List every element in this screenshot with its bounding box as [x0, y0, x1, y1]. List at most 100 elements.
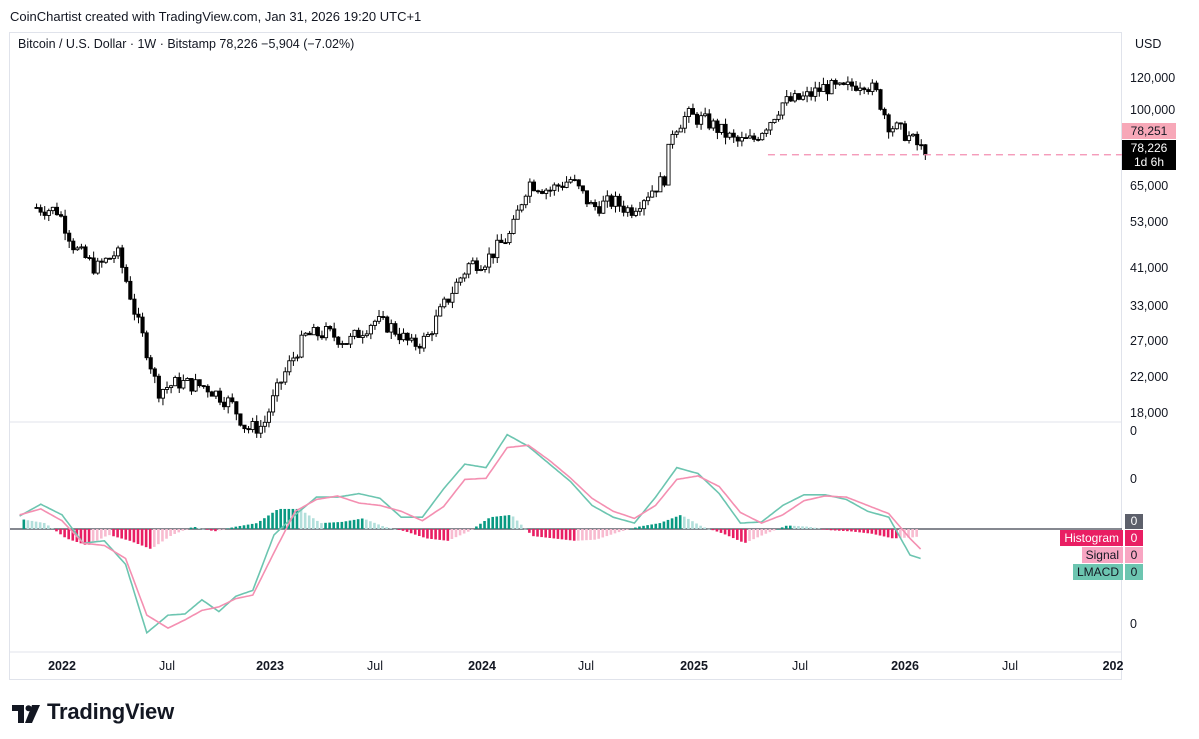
candle-body: [564, 181, 569, 188]
candle-body: [213, 390, 218, 397]
histogram-bar: [768, 529, 772, 533]
histogram-bar: [426, 529, 429, 539]
candle-body: [307, 332, 312, 336]
current-price-badge: 78,226 1d 6h: [1122, 140, 1176, 170]
histogram-bar: [295, 508, 299, 529]
histogram-bar: [157, 529, 160, 545]
histogram-bar: [299, 510, 303, 529]
histogram-bar: [413, 529, 417, 535]
candle-body: [124, 266, 129, 282]
candle-body: [890, 128, 895, 133]
time-axis-tick: 2025: [680, 659, 708, 673]
histogram-bar: [670, 518, 674, 529]
histogram-bar: [658, 523, 662, 529]
candle-body: [670, 133, 675, 145]
candle-body: [768, 122, 773, 131]
histogram-bar: [193, 527, 197, 529]
candle-body: [911, 133, 916, 137]
histogram-bar: [442, 529, 446, 541]
candle-body: [923, 144, 928, 156]
histogram-bar: [764, 529, 768, 534]
histogram-bar: [560, 529, 564, 540]
histogram-bar: [291, 508, 295, 529]
histogram-bar: [731, 529, 735, 539]
histogram-bar: [642, 525, 645, 529]
histogram-bar: [95, 529, 99, 541]
candle-body: [319, 335, 324, 339]
candle-body: [544, 189, 549, 194]
candle-body: [107, 257, 112, 260]
candle-body: [34, 206, 39, 209]
histogram-bar: [38, 522, 42, 529]
candle-body: [91, 257, 96, 274]
histogram-bar: [287, 508, 291, 529]
histogram-bar: [324, 522, 327, 529]
histogram-bar: [911, 529, 914, 538]
candle-body: [821, 84, 826, 92]
candle-body: [519, 204, 524, 211]
candle-body: [393, 323, 398, 335]
time-axis-tick: Jul: [578, 659, 594, 673]
candle-body: [140, 316, 145, 334]
legend-value: 0: [1125, 530, 1143, 546]
histogram-bar: [218, 529, 221, 531]
candle-body: [902, 123, 907, 141]
macd-zero-badge: 0: [1125, 514, 1143, 529]
histogram-bar: [340, 521, 344, 529]
candle-body: [120, 247, 125, 268]
candle-body: [531, 181, 536, 192]
histogram-bar: [430, 529, 433, 539]
legend-label: LMACD: [1072, 564, 1123, 580]
candle-body: [99, 260, 104, 263]
candle-body: [747, 135, 753, 139]
currency-label[interactable]: USD: [1135, 37, 1162, 51]
histogram-bar: [809, 527, 812, 529]
histogram-bar: [55, 529, 58, 532]
candle-body: [462, 273, 467, 279]
candle-body: [580, 185, 585, 192]
candle-body: [613, 195, 618, 207]
price-axis-tick: 22,000: [1130, 370, 1169, 385]
candle-body: [75, 247, 80, 251]
candle-body: [800, 95, 806, 100]
histogram-bar: [634, 527, 637, 529]
candle-body: [849, 81, 854, 87]
histogram-bar: [805, 526, 808, 529]
histogram-bar: [214, 529, 217, 532]
histogram-bar: [393, 529, 397, 530]
histogram-bar: [784, 525, 788, 529]
candle-body: [429, 333, 435, 336]
candle-body: [111, 255, 117, 259]
histogram-bar: [79, 529, 83, 544]
candle-body: [46, 210, 51, 216]
macd-axis-tick: 0: [1130, 617, 1137, 631]
candle-body: [360, 335, 365, 338]
histogram-bar: [540, 529, 543, 538]
histogram-bar: [585, 529, 588, 541]
time-axis-tick: 2026: [891, 659, 919, 673]
histogram-bar: [197, 527, 201, 529]
histogram-bar: [895, 529, 898, 539]
candle-body: [666, 143, 671, 186]
histogram-bar: [723, 529, 727, 535]
candle-body: [788, 96, 793, 102]
candle-body: [707, 113, 712, 129]
histogram-bar: [625, 529, 629, 530]
histogram-bar: [267, 515, 270, 529]
histogram-bar: [890, 529, 894, 539]
legend-value: 0: [1125, 547, 1143, 563]
histogram-bar: [699, 525, 702, 529]
symbol-line[interactable]: Bitcoin / U.S. Dollar · 1W · Bitstamp 78…: [18, 37, 355, 51]
histogram-bar: [254, 523, 258, 529]
candle-body: [425, 334, 430, 337]
tradingview-logo[interactable]: TradingView: [12, 699, 174, 725]
candle-body: [189, 378, 194, 392]
histogram-bar: [26, 520, 30, 529]
macd-axis-tick: 0: [1130, 472, 1137, 486]
histogram-bar: [829, 529, 833, 531]
candle-body: [295, 356, 300, 359]
histogram-bar: [650, 524, 653, 529]
histogram-bar: [617, 529, 621, 533]
candle-body: [646, 196, 651, 202]
